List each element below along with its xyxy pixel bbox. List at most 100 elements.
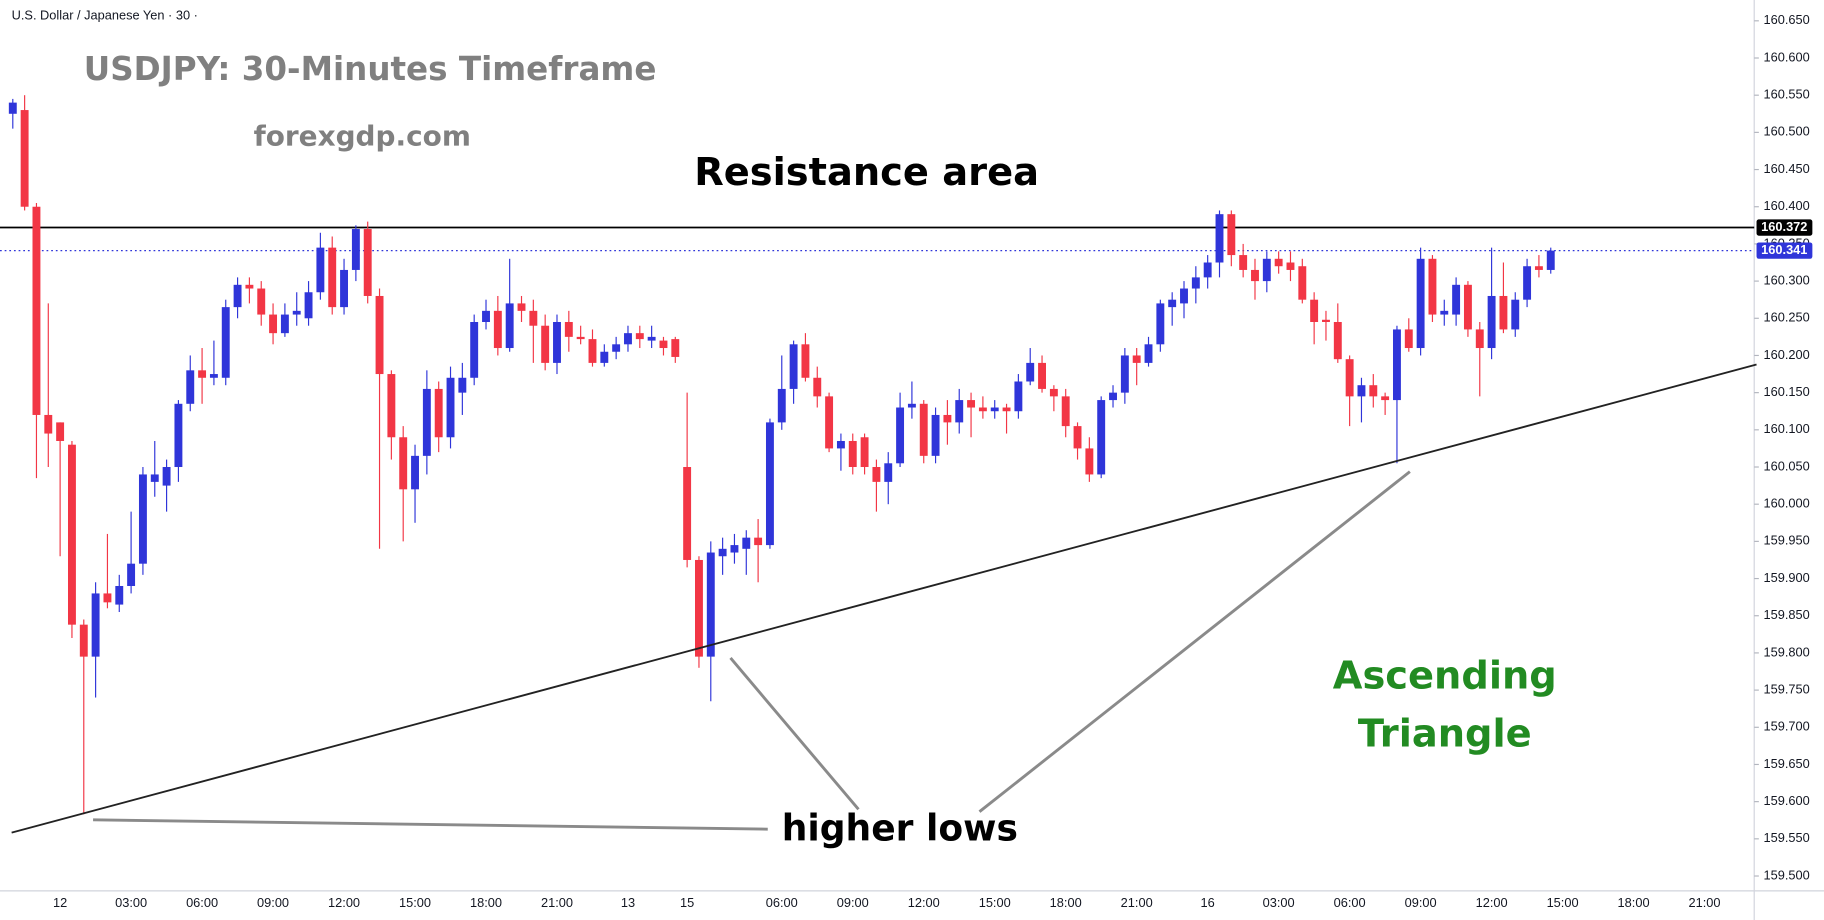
y-tick-label: 160.600 <box>1764 49 1810 64</box>
x-tick-label: 12:00 <box>908 895 940 910</box>
candle-body <box>375 295 384 375</box>
candle-body <box>1546 250 1555 270</box>
candle-body <box>919 403 928 456</box>
candle-body <box>978 407 987 412</box>
candle-body <box>103 593 112 603</box>
x-tick-label: 06:00 <box>1334 895 1366 910</box>
candle-body <box>1487 295 1496 349</box>
candle-body <box>730 545 739 553</box>
candle-body <box>1475 329 1484 349</box>
x-tick-label: 18:00 <box>470 895 502 910</box>
candle-body <box>198 370 207 378</box>
candle-body <box>931 414 940 456</box>
candle-body <box>695 559 703 657</box>
candle-body <box>138 474 147 564</box>
y-tick-label: 160.000 <box>1764 496 1810 511</box>
candle-body <box>363 229 372 296</box>
pointer-line <box>729 657 860 811</box>
x-tick-label: 15 <box>680 895 694 910</box>
x-tick-label: 15:00 <box>979 895 1011 910</box>
y-tick-label: 160.500 <box>1764 124 1810 139</box>
candle-body <box>1357 385 1366 397</box>
y-tick-label: 159.800 <box>1764 644 1810 659</box>
candle-body <box>836 440 845 449</box>
chart-title: USDJPY: 30-Minutes Timeframe <box>84 50 657 88</box>
candle-body <box>446 377 455 438</box>
annotation: higher lows <box>782 807 1018 849</box>
candle-body <box>943 414 952 423</box>
candle-body <box>777 388 786 423</box>
candle-body <box>541 325 550 363</box>
candle-body <box>1511 299 1520 330</box>
candle-body <box>1322 319 1330 322</box>
candle-body <box>742 537 751 549</box>
x-tick-label: 18:00 <box>1050 895 1082 910</box>
x-tick-label: 13 <box>621 895 635 910</box>
chart-subtitle: forexgdp.com <box>254 119 471 152</box>
candle-body <box>482 310 490 322</box>
y-tick-label: 159.500 <box>1764 867 1810 882</box>
candle-body <box>150 474 159 482</box>
x-tick-label: 06:00 <box>766 895 798 910</box>
axes: 160.650 160.600 160.550 160.500 160.450 160.4… <box>53 12 1813 910</box>
candle-body <box>67 444 76 625</box>
plot <box>0 95 1755 815</box>
candle-body <box>1061 396 1070 427</box>
candle-body <box>1440 310 1449 315</box>
candle-body <box>493 310 502 349</box>
y-tick-label: 160.400 <box>1764 198 1810 213</box>
candle-body <box>399 437 408 490</box>
price-label: 160.341 <box>1761 242 1807 257</box>
candle-body <box>955 400 964 423</box>
candle-body <box>1452 284 1461 315</box>
candle-body <box>1392 329 1401 401</box>
candle-body <box>209 374 218 378</box>
candle-body <box>1026 362 1035 382</box>
candle-body <box>434 388 443 438</box>
candle-body <box>647 336 656 341</box>
x-tick-label: 09:00 <box>257 895 289 910</box>
candle-body <box>32 206 41 415</box>
candle-body <box>896 407 905 464</box>
candle-body <box>1262 258 1271 282</box>
candle-body <box>1286 262 1295 270</box>
candle-body <box>1310 299 1319 322</box>
x-tick-label: 18:00 <box>1618 895 1650 910</box>
candle-body <box>1002 407 1011 412</box>
x-tick-label: 12:00 <box>328 895 360 910</box>
candle-body <box>1499 295 1508 330</box>
x-tick-label: 09:00 <box>1405 895 1437 910</box>
candle-body <box>44 414 53 434</box>
candle-body <box>1416 258 1425 349</box>
x-tick-label: 03:00 <box>115 895 147 910</box>
candle-body <box>659 340 668 349</box>
candle-body <box>576 336 585 340</box>
candle-body <box>907 403 916 408</box>
y-tick-label: 159.550 <box>1764 830 1810 845</box>
candle-body <box>351 229 360 270</box>
candle-body <box>1534 266 1543 270</box>
candle-body <box>588 339 597 363</box>
candle-body <box>1073 426 1082 449</box>
candle-body <box>553 321 561 363</box>
y-tick-label: 160.050 <box>1764 458 1810 473</box>
annotation: Ascending <box>1333 653 1557 698</box>
candle-body <box>754 537 763 546</box>
candle-body <box>269 314 278 334</box>
candle-body <box>1144 344 1153 363</box>
candle-body <box>91 593 100 657</box>
candle-body <box>1180 288 1188 304</box>
y-tick-label: 160.250 <box>1764 310 1810 325</box>
candle-body <box>1156 303 1165 345</box>
y-tick-label: 160.200 <box>1764 347 1810 362</box>
candle-body <box>1227 214 1236 256</box>
candle-body <box>280 314 289 334</box>
candle-body <box>1428 258 1437 315</box>
y-tick-label: 160.300 <box>1764 272 1810 287</box>
y-tick-label: 160.100 <box>1764 421 1810 436</box>
candle-body <box>1251 269 1259 282</box>
x-tick-label: 06:00 <box>186 895 218 910</box>
candle-body <box>422 388 431 456</box>
candle-body <box>1333 321 1342 360</box>
